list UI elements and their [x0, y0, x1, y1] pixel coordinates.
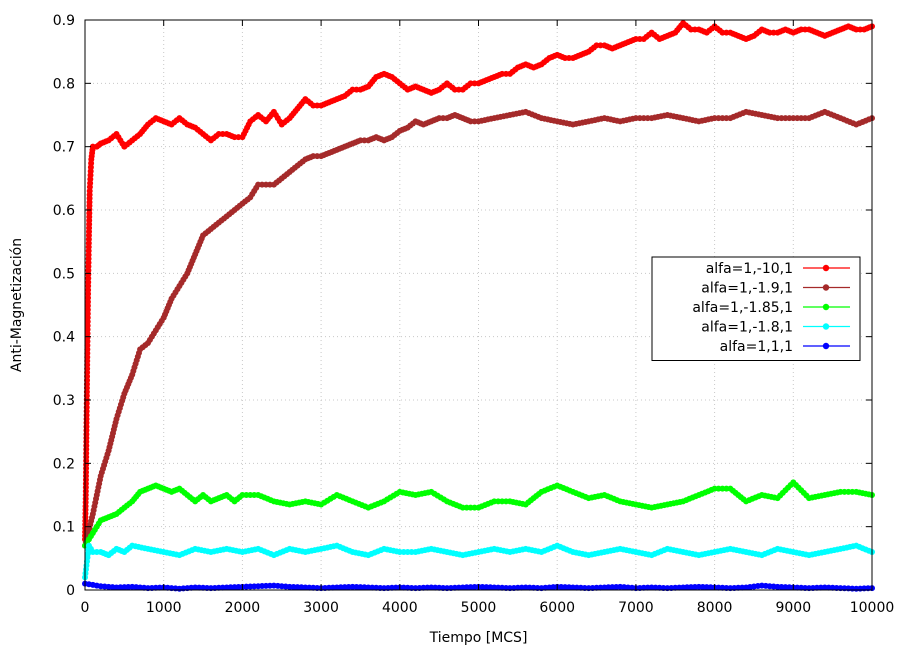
y-tick-label: 0.9: [53, 13, 75, 29]
legend-swatch-marker: [822, 303, 830, 311]
y-axis-label: Anti-Magnetización: [9, 238, 25, 372]
legend: alfa=1,-10,1 alfa=1,-1.9,1 alfa=1,-1.85,1 a…: [651, 256, 861, 361]
y-tick-label: 0.1: [53, 520, 75, 536]
legend-item: alfa=1,-1.85,1: [692, 300, 850, 316]
x-tick-label: 0: [81, 600, 90, 616]
legend-item: alfa=1,-1.9,1: [701, 281, 850, 297]
legend-swatch-marker: [822, 284, 830, 291]
legend-swatch-marker: [822, 264, 830, 272]
x-tick-label: 1000: [146, 600, 182, 616]
x-tick-label: 5000: [461, 600, 497, 616]
legend-label: alfa=1,-1.8,1: [701, 320, 793, 336]
x-tick-label: 2000: [225, 600, 261, 616]
x-tick-label: 7000: [618, 600, 654, 616]
series-4: [82, 542, 875, 581]
legend-label: alfa=1,-1.9,1: [701, 281, 793, 297]
legend-label: alfa=1,-10,1: [706, 261, 793, 277]
ticks: [84, 19, 873, 591]
series-3: [82, 479, 875, 549]
x-tick-label: 6000: [539, 600, 575, 616]
series-1: [82, 20, 875, 543]
x-tick-label: 8000: [697, 600, 733, 616]
y-tick-label: 0.8: [53, 76, 75, 92]
legend-swatch-marker: [822, 323, 830, 330]
tick-labels: 0 1000 2000 3000 4000 5000 6000 7000 8000 9000 100…: [53, 13, 895, 616]
y-tick-label: 0.3: [53, 393, 75, 409]
x-axis-label: Tiempo [MCS]: [429, 630, 528, 646]
x-tick-label: 9000: [775, 600, 811, 616]
series-2: [82, 108, 875, 549]
x-tick-label: 4000: [382, 600, 418, 616]
y-tick-label: 0: [66, 583, 75, 599]
legend-item: alfa=1,1,1: [720, 339, 850, 355]
legend-swatch-marker: [822, 342, 830, 350]
y-tick-label: 0.4: [53, 330, 75, 346]
series-group: [82, 20, 875, 592]
legend-item: alfa=1,-10,1: [706, 261, 850, 277]
legend-label: alfa=1,1,1: [720, 339, 793, 355]
legend-item: alfa=1,-1.8,1: [701, 320, 850, 336]
y-tick-label: 0.6: [53, 203, 75, 219]
y-tick-label: 0.5: [53, 266, 75, 282]
x-tick-label: 3000: [303, 600, 339, 616]
x-tick-label: 10000: [850, 600, 895, 616]
y-tick-label: 0.2: [53, 456, 75, 472]
y-tick-label: 0.7: [53, 140, 75, 156]
legend-label: alfa=1,-1.85,1: [692, 300, 793, 316]
